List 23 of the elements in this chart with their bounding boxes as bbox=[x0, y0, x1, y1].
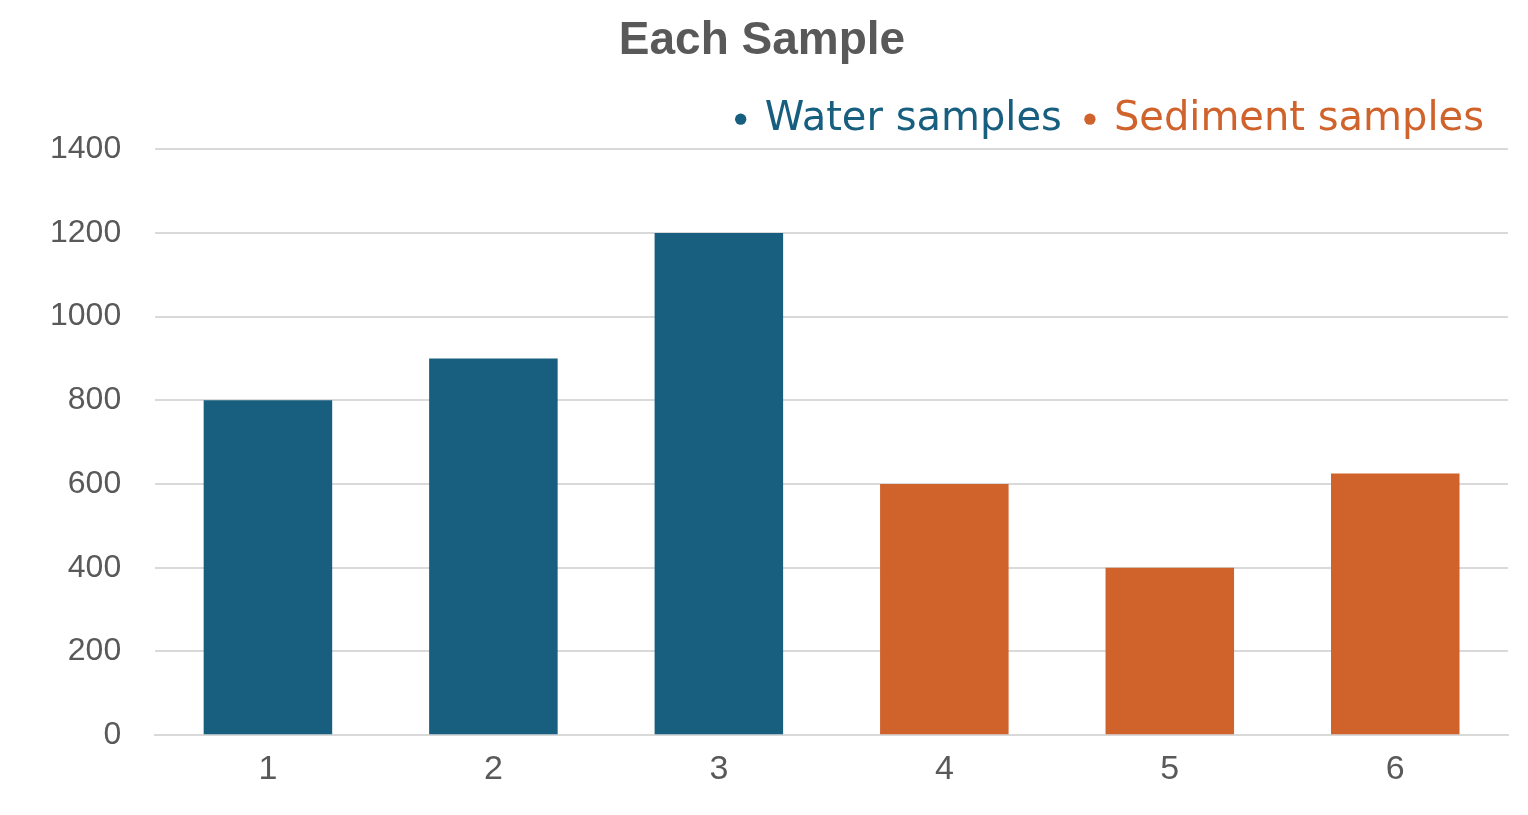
x-tick-label: 6 bbox=[1385, 747, 1405, 786]
bar bbox=[429, 358, 558, 735]
bar bbox=[1331, 473, 1460, 735]
x-tick-label: 3 bbox=[709, 747, 729, 786]
x-tick-label: 1 bbox=[258, 747, 278, 786]
bar bbox=[1105, 567, 1235, 735]
y-tick-label: 200 bbox=[67, 631, 122, 668]
bar bbox=[654, 232, 784, 735]
y-tick-label: 400 bbox=[67, 547, 122, 584]
bar bbox=[203, 400, 333, 735]
x-tick-label: 5 bbox=[1160, 747, 1180, 786]
legend-label: Water samples bbox=[764, 92, 1062, 139]
y-tick-label: 800 bbox=[67, 380, 122, 417]
y-tick-label: 1000 bbox=[50, 296, 122, 333]
y-tick-label: 1400 bbox=[50, 129, 122, 166]
x-tick-label: 4 bbox=[934, 747, 954, 786]
y-tick-label: 0 bbox=[103, 715, 122, 752]
y-tick-label: 1200 bbox=[50, 212, 122, 249]
y-tick-label: 600 bbox=[67, 463, 122, 500]
bar bbox=[880, 484, 1009, 735]
x-tick-label: 2 bbox=[483, 747, 503, 786]
chart-title: Each Sample bbox=[618, 12, 906, 65]
legend-label: Sediment samples bbox=[1113, 92, 1485, 139]
